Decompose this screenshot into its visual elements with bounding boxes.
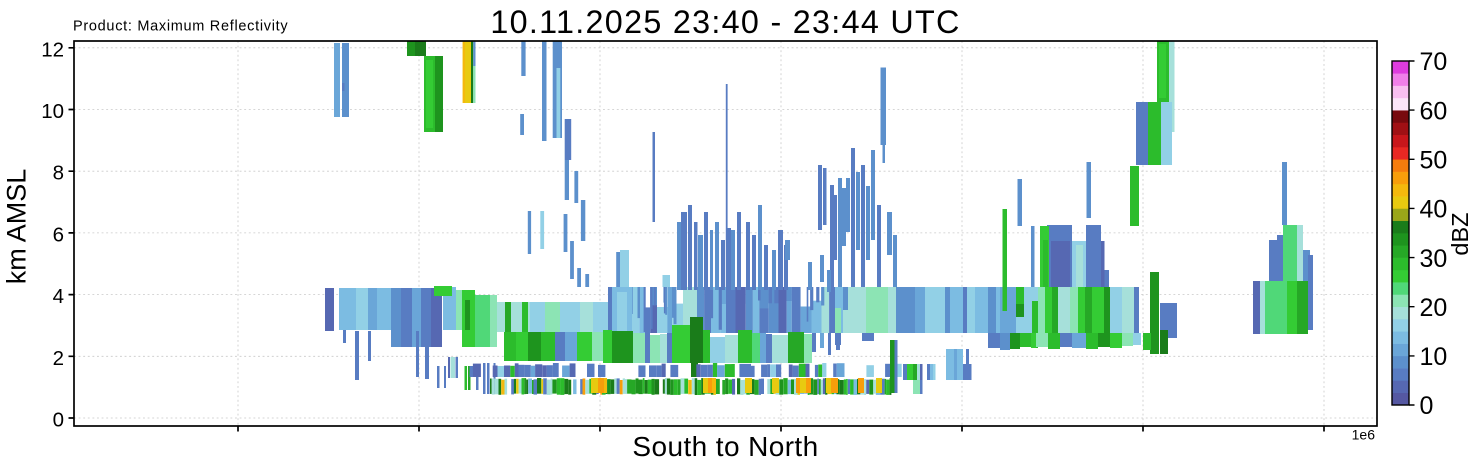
svg-text:South to North: South to North (632, 431, 818, 462)
svg-text:10.11.2025 23:40 - 23:44 UTC: 10.11.2025 23:40 - 23:44 UTC (490, 4, 960, 40)
svg-text:10: 10 (41, 100, 64, 123)
svg-text:Product: Maximum Reflectivity: Product: Maximum Reflectivity (73, 19, 288, 35)
svg-text:km AMSL: km AMSL (2, 169, 32, 285)
svg-text:8: 8 (53, 162, 64, 185)
svg-text:0: 0 (1420, 392, 1434, 420)
svg-text:30: 30 (1420, 245, 1448, 273)
svg-text:40: 40 (1420, 196, 1448, 224)
svg-text:10: 10 (1420, 343, 1448, 371)
svg-text:70: 70 (1420, 48, 1448, 76)
svg-text:60: 60 (1420, 97, 1448, 125)
svg-text:2: 2 (53, 347, 64, 370)
svg-text:6: 6 (53, 223, 64, 246)
svg-text:4: 4 (53, 285, 64, 308)
svg-text:50: 50 (1420, 147, 1448, 175)
svg-text:1e6: 1e6 (1352, 427, 1376, 443)
svg-text:dBZ: dBZ (1447, 212, 1473, 255)
svg-text:0: 0 (53, 409, 64, 432)
svg-text:12: 12 (41, 38, 64, 61)
svg-text:20: 20 (1420, 294, 1448, 322)
